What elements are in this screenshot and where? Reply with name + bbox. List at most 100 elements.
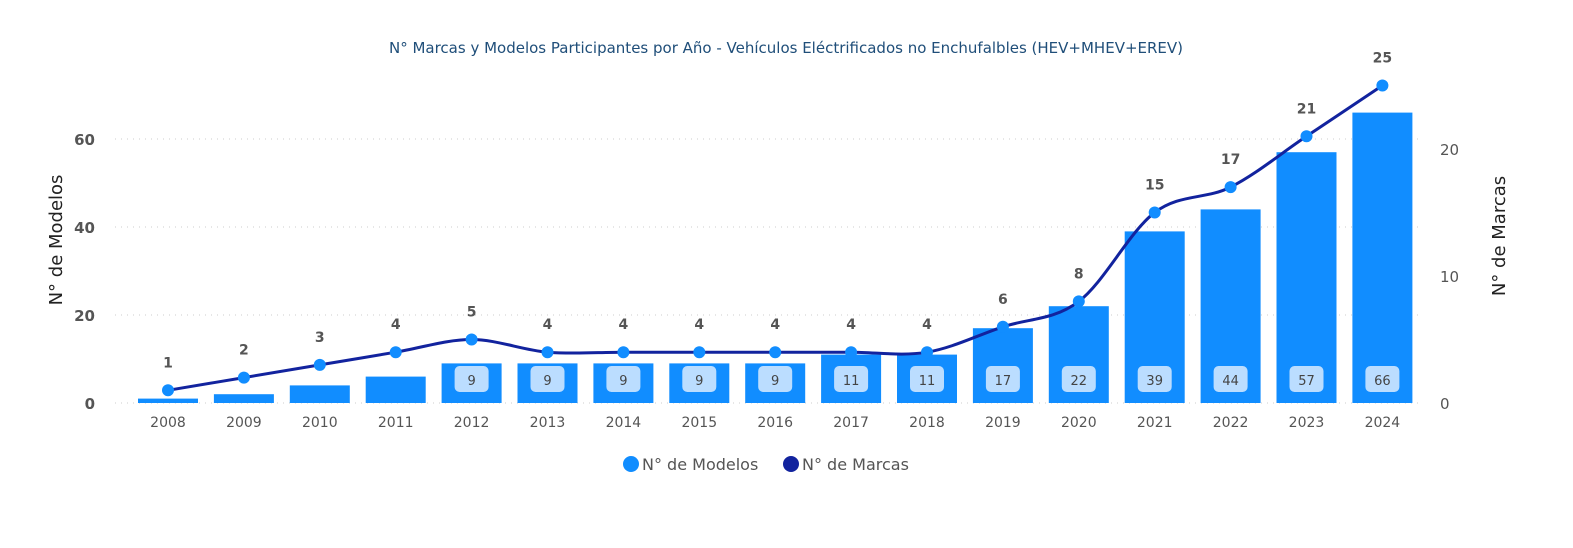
bar-2023 [1276, 152, 1337, 403]
bar-data-label: 57 [1298, 374, 1315, 389]
line-data-label: 1 [163, 355, 173, 371]
bar-data-label: 9 [467, 374, 475, 389]
line-point-2022 [1224, 181, 1237, 194]
line-point-2008 [162, 384, 174, 397]
x-tick-label: 2016 [757, 415, 793, 431]
y2-tick-label: 10 [1440, 268, 1459, 286]
x-tick-label: 2020 [1061, 415, 1097, 431]
y-tick-label: 20 [74, 307, 95, 325]
x-tick-label: 2013 [530, 415, 566, 431]
line-point-2023 [1300, 130, 1313, 143]
x-tick-label: 2015 [681, 415, 717, 431]
bar-data-label: 66 [1374, 374, 1391, 389]
line-point-2011 [389, 346, 402, 359]
bar-label-bg [758, 366, 793, 392]
x-tick-label: 2014 [606, 415, 642, 431]
x-tick-label: 2012 [454, 415, 490, 431]
bar-label-bg [985, 366, 1020, 392]
line-point-2020 [1072, 295, 1085, 308]
y-tick-label: 60 [74, 131, 95, 149]
line-data-label: 5 [467, 305, 477, 321]
line-data-label: 8 [1074, 266, 1084, 282]
x-tick-label: 2024 [1365, 415, 1401, 431]
line-data-label: 4 [922, 317, 932, 333]
bar-label-bg [1289, 366, 1324, 392]
x-tick-label: 2023 [1289, 415, 1325, 431]
x-tick-label: 2021 [1137, 415, 1173, 431]
legend-marker-marcas [783, 456, 799, 472]
x-tick-label: 2022 [1213, 415, 1249, 431]
bar-label-bg [606, 366, 641, 392]
x-tick-label: 2008 [150, 415, 186, 431]
bar-label-bg [1213, 366, 1248, 392]
legend-label-marcas: N° de Marcas [802, 455, 909, 474]
bar-label-bg [682, 366, 717, 392]
bar-2010 [289, 385, 350, 403]
line-point-2012 [465, 333, 478, 346]
x-tick-label: 2010 [302, 415, 338, 431]
line-data-label: 4 [846, 317, 856, 333]
line-data-label: 4 [619, 317, 629, 333]
line-data-label: 4 [543, 317, 553, 333]
x-tick-label: 2011 [378, 415, 414, 431]
bar-data-label: 39 [1146, 374, 1163, 389]
y2-tick-label: 20 [1440, 141, 1459, 159]
chart-title: N° Marcas y Modelos Participantes por Añ… [389, 39, 1183, 57]
bar-data-label: 11 [919, 374, 936, 389]
bar-label-bg [1365, 366, 1400, 392]
line-point-2009 [237, 371, 250, 384]
legend-marker-modelos [623, 456, 639, 472]
bar-label-bg [1061, 366, 1096, 392]
bar-label-bg [1137, 366, 1172, 392]
bar-data-label: 9 [543, 374, 551, 389]
line-data-label: 4 [770, 317, 780, 333]
y-axis-title: N° de Modelos [46, 175, 67, 306]
bar-2024 [1352, 112, 1413, 403]
bar-label-bg [530, 366, 565, 392]
line-data-label: 4 [694, 317, 704, 333]
line-data-label: 17 [1221, 152, 1240, 168]
line-point-2016 [769, 346, 782, 359]
bar-data-label: 17 [995, 374, 1012, 389]
line-point-2019 [996, 320, 1009, 333]
bar-data-label: 9 [619, 374, 627, 389]
bar-data-label: 22 [1071, 374, 1088, 389]
bar-2009 [213, 394, 274, 403]
x-tick-label: 2018 [909, 415, 945, 431]
line-point-2015 [693, 346, 706, 359]
legend-label-modelos: N° de Modelos [642, 455, 758, 474]
line-point-2013 [541, 346, 554, 359]
bar-data-label: 44 [1222, 374, 1239, 389]
line-data-label: 2 [239, 343, 249, 359]
bar-2008 [138, 398, 198, 403]
y-tick-label: 0 [85, 395, 95, 413]
line-data-label: 3 [315, 330, 325, 346]
y2-tick-label: 0 [1440, 395, 1450, 413]
line-point-2018 [921, 346, 933, 359]
line-point-2017 [845, 346, 858, 359]
bar-data-label: 9 [771, 374, 779, 389]
bar-2011 [365, 376, 426, 403]
line-point-2010 [313, 358, 326, 371]
bar-data-label: 11 [843, 374, 860, 389]
line-point-2024 [1376, 79, 1389, 92]
bar-label-bg [910, 366, 944, 392]
line-data-label: 25 [1373, 51, 1392, 67]
line-point-2021 [1148, 206, 1161, 219]
x-tick-label: 2017 [833, 415, 869, 431]
bar-data-label: 9 [695, 374, 703, 389]
line-data-label: 21 [1297, 101, 1316, 117]
line-data-label: 15 [1145, 178, 1164, 194]
y-tick-label: 40 [74, 219, 95, 237]
line-data-label: 4 [391, 317, 401, 333]
line-data-label: 6 [998, 292, 1008, 308]
line-marcas [167, 84, 1384, 392]
y2-axis-title: N° de Marcas [1489, 176, 1510, 296]
line-point-2014 [617, 346, 630, 359]
x-tick-label: 2009 [226, 415, 262, 431]
bar-label-bg [834, 366, 869, 392]
x-tick-label: 2019 [985, 415, 1021, 431]
bar-label-bg [454, 366, 489, 392]
